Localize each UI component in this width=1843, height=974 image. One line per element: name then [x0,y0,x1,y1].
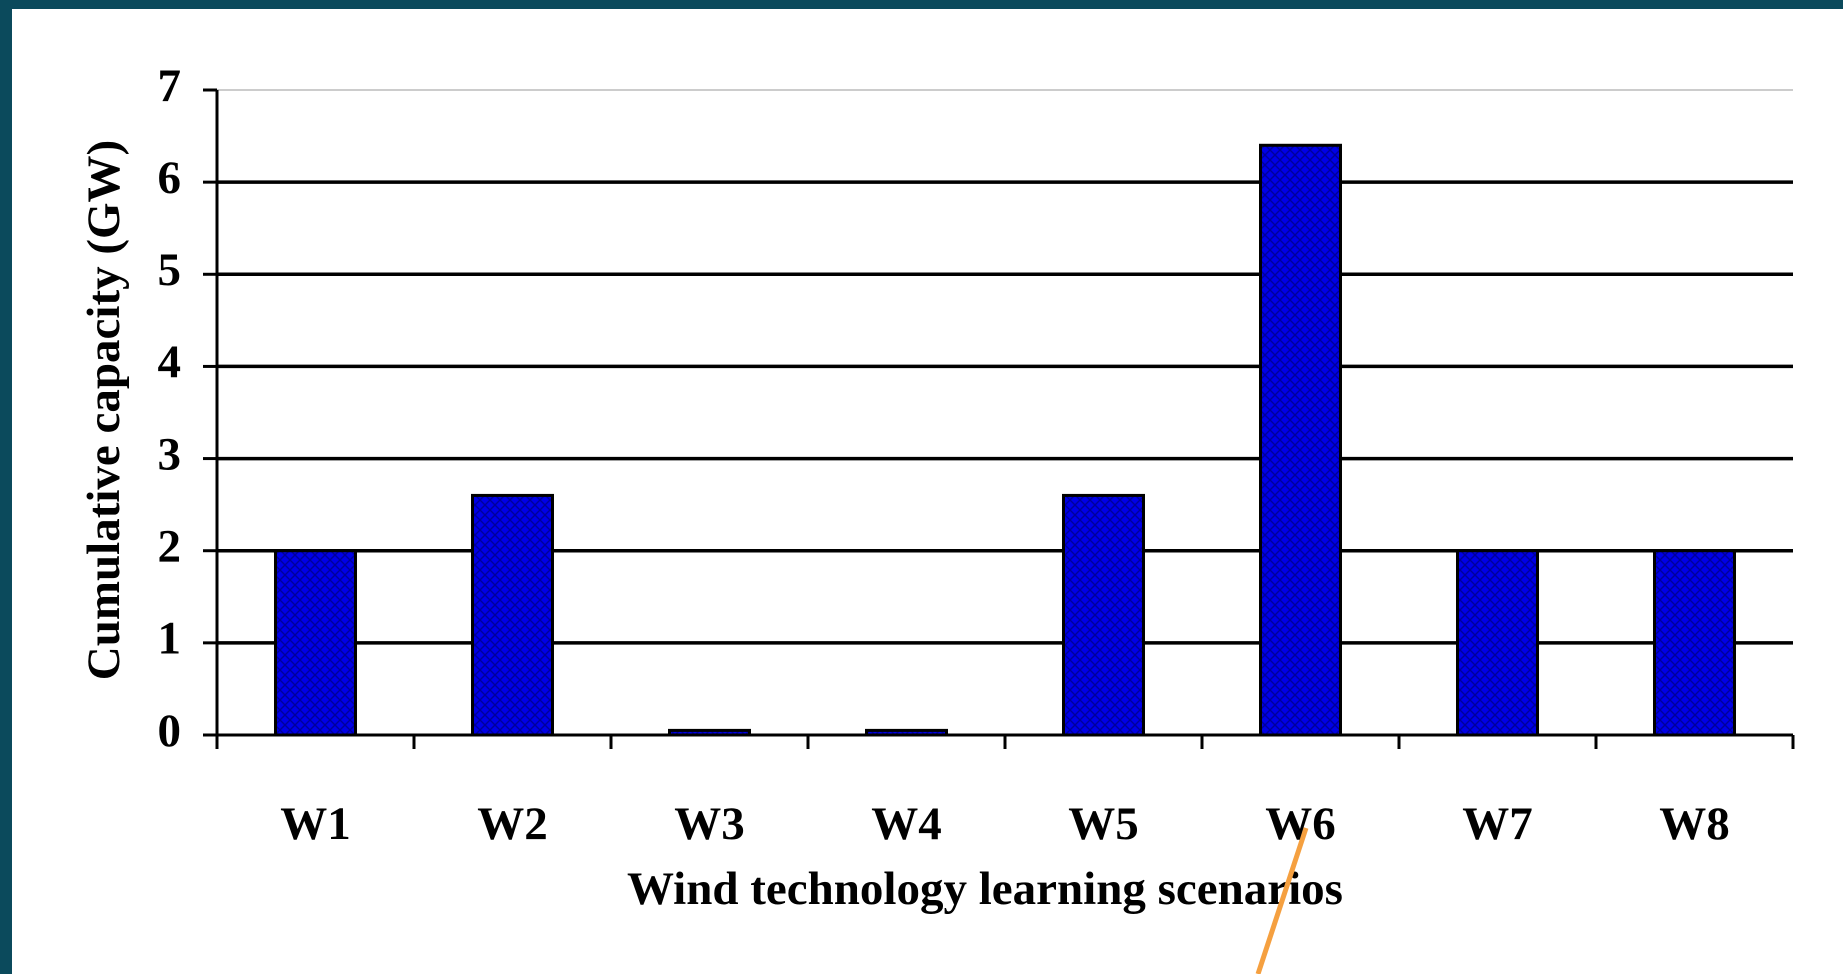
x-tick-label: W5 [1068,798,1139,850]
x-axis-label: Wind technology learning scenarios [627,863,1343,915]
y-tick-label: 0 [158,705,182,757]
x-tick-label: W6 [1265,798,1336,850]
y-tick-label: 4 [158,336,182,388]
y-axis-label: Cumulative capacity (GW) [78,140,130,680]
y-tick-label: 1 [158,613,182,665]
x-tick-label: W2 [477,798,548,850]
bar [274,549,357,737]
y-tick-label: 5 [158,244,182,296]
x-tick-label: W3 [674,798,745,850]
annotation-stroke [1255,827,1309,974]
bar [1062,493,1145,737]
bar [1259,143,1342,737]
bar [1653,549,1736,737]
x-tick-label: W4 [871,798,942,850]
x-tick-label: W7 [1462,798,1533,850]
x-tick-label: W1 [280,798,351,850]
y-tick-label: 6 [158,152,182,204]
y-tick-label: 7 [158,60,182,112]
y-tick-label: 2 [158,520,182,572]
y-tick-label: 3 [158,428,182,480]
bar [668,728,751,737]
bar [865,728,948,737]
bar [471,493,554,737]
x-tick-label: W8 [1659,798,1730,850]
chart-background [12,9,1843,974]
bar [1456,549,1539,737]
